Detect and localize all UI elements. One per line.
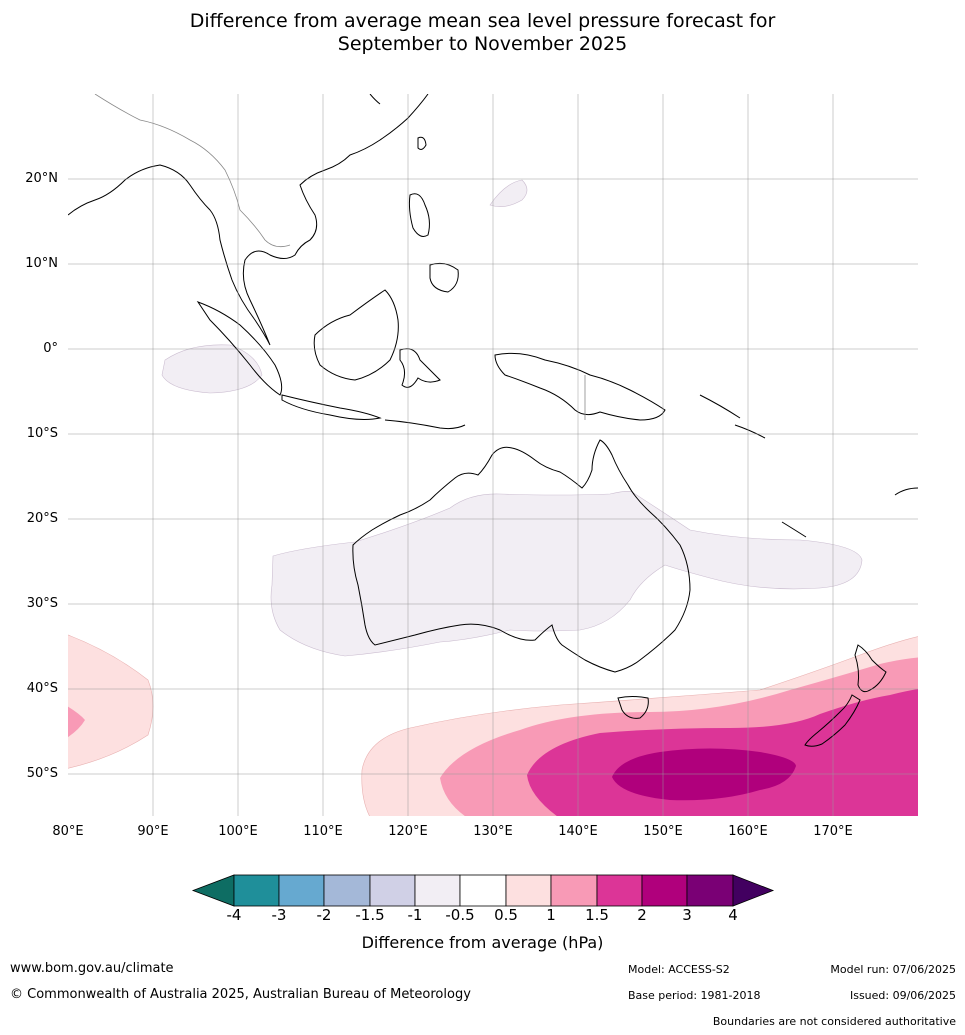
- colorbar-extend-high: [732, 874, 775, 907]
- anomaly-low-north-pacific: [489, 179, 528, 207]
- coast-solomons: [699, 394, 766, 439]
- anomaly-high-southwest-1: [68, 706, 85, 738]
- coast-sulawesi: [399, 348, 441, 388]
- colorbar-tick: -1.5: [355, 906, 385, 924]
- colorbar-swatch: [414, 874, 461, 907]
- model-name: Model: ACCESS-S2: [628, 963, 730, 976]
- copyright-text: © Commonwealth of Australia 2025, Austra…: [10, 987, 471, 1002]
- title-line-1: Difference from average mean sea level p…: [189, 10, 776, 32]
- coast-fiji: [894, 487, 918, 496]
- colorbar-swatch: [459, 874, 507, 907]
- coastlines: [68, 94, 918, 747]
- coast-tasmania: [617, 696, 649, 719]
- colorbar-swatch: [233, 874, 280, 907]
- lon-label-80e: 80°E: [52, 824, 84, 839]
- map-plot-area: [68, 94, 918, 816]
- colorbar-tick: 3: [682, 906, 692, 924]
- country-borders: [94, 94, 586, 420]
- colorbar-tick: 1.5: [585, 906, 609, 924]
- graticule: [68, 94, 918, 816]
- colorbar-swatch: [369, 874, 416, 907]
- lon-label-90e: 90°E: [137, 824, 169, 839]
- colorbar-tick: -4: [226, 906, 242, 924]
- colorbar-tick: 0.5: [494, 906, 518, 924]
- coast-asia-mainland: [68, 94, 429, 346]
- coast-java: [281, 394, 382, 420]
- colorbar-swatch: [596, 874, 643, 907]
- coast-nz-south: [804, 694, 861, 747]
- website-link[interactable]: www.bom.gov.au/climate: [10, 961, 174, 976]
- anomaly-low-australia: [270, 491, 863, 657]
- coast-taiwan: [417, 136, 427, 150]
- lat-label-20n: 20°N: [25, 171, 58, 186]
- colorbar-swatch: [550, 874, 598, 907]
- anomaly-high-south-2: [612, 748, 796, 801]
- coast-borneo: [313, 289, 399, 381]
- lon-label-140e: 140°E: [558, 824, 598, 839]
- colorbar-tick: -0.5: [445, 906, 475, 924]
- colorbar-tick: 4: [728, 906, 738, 924]
- lat-label-50s: 50°S: [26, 766, 58, 781]
- colorbar-swatch: [323, 874, 371, 907]
- coast-nz-north: [854, 644, 887, 693]
- chart-title: Difference from average mean sea level p…: [0, 10, 965, 56]
- lon-label-160e: 160°E: [728, 824, 768, 839]
- title-line-2: September to November 2025: [337, 33, 628, 55]
- lon-label-100e: 100°E: [218, 824, 258, 839]
- coast-luzon: [408, 193, 430, 237]
- issued-date: Issued: 09/06/2025: [849, 989, 956, 1002]
- colorbar-tick: 2: [637, 906, 647, 924]
- lon-label-110e: 110°E: [303, 824, 343, 839]
- boundaries-disclaimer: Boundaries are not considered authoritat…: [712, 1015, 956, 1028]
- anomaly-low-indian-ocean-eq: [161, 344, 263, 394]
- lat-label-0: 0°: [43, 341, 58, 356]
- coast-sumatra: [196, 301, 283, 396]
- lat-label-10n: 10°N: [25, 256, 58, 271]
- colorbar-tick: 1: [546, 906, 556, 924]
- lon-label-130e: 130°E: [473, 824, 513, 839]
- coast-australia: [352, 439, 691, 673]
- coast-lesser-sunda: [384, 419, 466, 430]
- lon-label-170e: 170°E: [813, 824, 853, 839]
- colorbar-swatch: [278, 874, 325, 907]
- lat-label-20s: 20°S: [26, 511, 58, 526]
- colorbar-tick: -2: [316, 906, 332, 924]
- model-run-date: Model run: 07/06/2025: [830, 963, 956, 976]
- lat-label-10s: 10°S: [26, 426, 58, 441]
- coast-new-caledonia: [781, 521, 807, 538]
- colorbar-title: Difference from average (hPa): [361, 933, 604, 952]
- colorbar: [191, 874, 775, 907]
- coast-korea-area: [369, 94, 381, 105]
- colorbar-swatch: [686, 874, 734, 907]
- colorbar-extend-low: [191, 874, 235, 907]
- colorbar-tick: -3: [271, 906, 287, 924]
- colorbar-swatch: [641, 874, 688, 907]
- colorbar-tick: -1: [407, 906, 423, 924]
- border-asia: [94, 94, 291, 248]
- lat-label-30s: 30°S: [26, 596, 58, 611]
- lon-label-120e: 120°E: [388, 824, 428, 839]
- lon-label-150e: 150°E: [643, 824, 683, 839]
- colorbar-swatch: [505, 874, 552, 907]
- lat-label-40s: 40°S: [26, 681, 58, 696]
- base-period: Base period: 1981-2018: [628, 989, 761, 1002]
